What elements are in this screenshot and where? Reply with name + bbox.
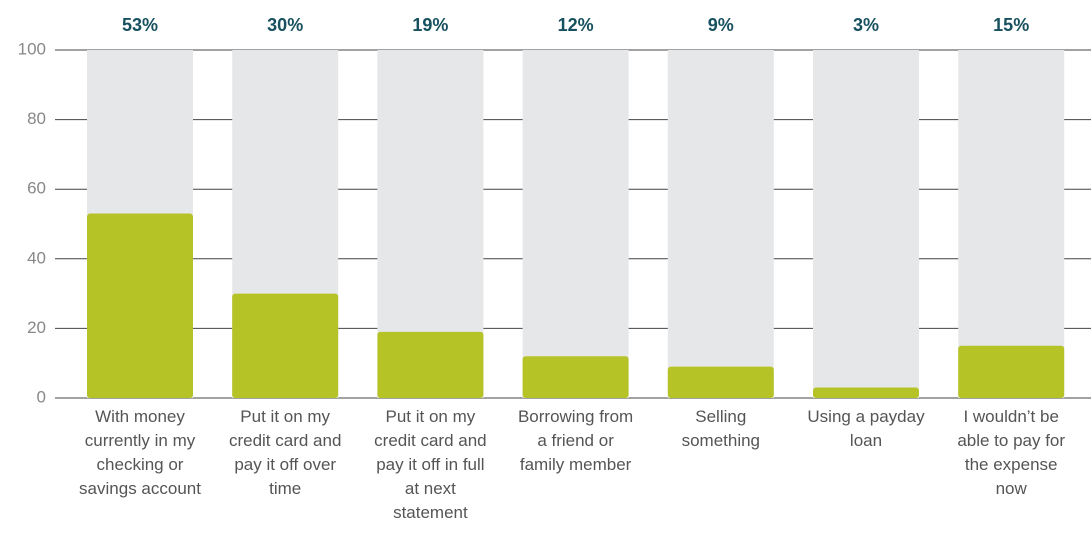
y-tick-label: 80 [27,109,46,128]
bar-background [958,50,1065,398]
bar-background [667,50,774,398]
value-label: 53% [122,15,158,35]
bar [377,331,484,398]
x-tick-label: Selling something [681,407,761,450]
x-tick-label: Put it on my credit card and pay it off … [374,407,487,522]
bar-background [813,50,919,398]
bar [87,213,193,398]
value-label: 9% [708,15,734,35]
bar [232,293,339,398]
x-tick-label: Using a payday loan [807,407,925,450]
value-label: 12% [558,15,594,35]
bar [522,356,629,398]
value-label: 19% [412,15,448,35]
x-tick-label: Borrowing from a friend or family member [517,407,634,474]
y-tick-label: 40 [27,248,46,267]
x-tick-label: With money currently in my checking or s… [79,407,201,498]
value-label: 15% [993,15,1029,35]
bar [667,366,774,398]
value-label: 30% [267,15,303,35]
y-tick-label: 20 [27,318,46,337]
bar [958,345,1065,398]
bar [813,387,919,398]
x-tick-label: I wouldn’t be able to pay for the expens… [957,407,1066,498]
y-tick-label: 0 [37,387,46,406]
y-tick-label: 100 [18,39,46,58]
y-tick-label: 60 [27,179,46,198]
x-tick-label: Put it on my credit card and pay it off … [228,407,342,498]
bar-background [522,50,629,398]
value-label: 3% [853,15,879,35]
